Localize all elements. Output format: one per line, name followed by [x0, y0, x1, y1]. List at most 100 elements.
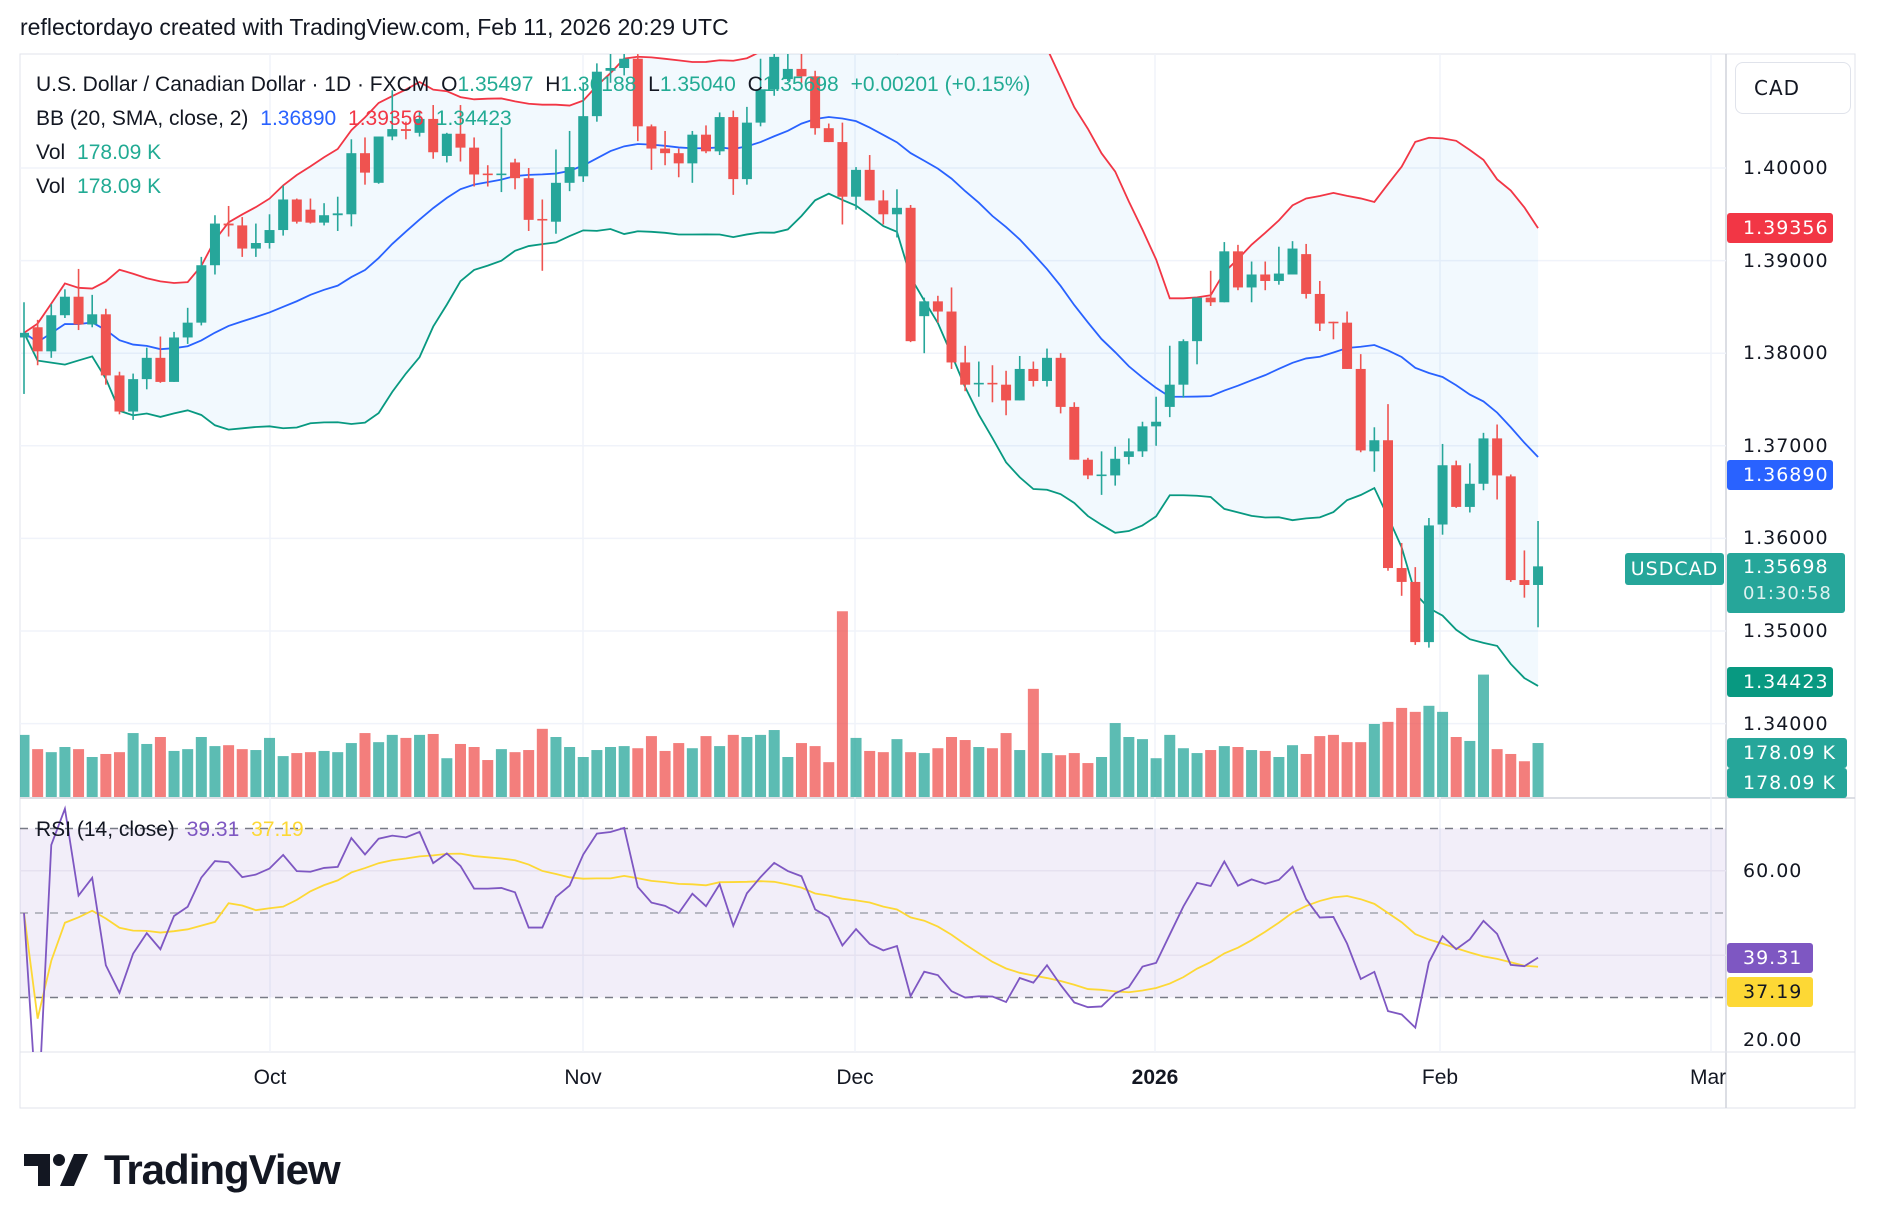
volume-bar — [1123, 737, 1135, 797]
price-tick-label: 1.39000 — [1743, 249, 1829, 272]
candle-body — [441, 133, 452, 156]
volume-bar — [973, 747, 985, 797]
candle-body — [660, 148, 671, 154]
legend-rsi-row[interactable]: RSI (14, close) 39.31 37.19 — [36, 818, 310, 842]
rsi-label[interactable]: RSI (14, close) — [36, 818, 175, 841]
candle-body — [619, 58, 630, 68]
candle-body — [87, 314, 98, 325]
volume-bar — [1218, 746, 1230, 797]
volume-bar — [345, 743, 357, 797]
candle-body — [960, 362, 971, 385]
candle-body — [128, 379, 139, 412]
volume-bar — [1259, 750, 1271, 797]
volume-bar — [932, 748, 944, 797]
volume-bar — [1109, 723, 1121, 797]
volume-bar — [168, 750, 180, 797]
currency-button[interactable]: CAD — [1735, 62, 1851, 114]
legend-vol-row[interactable]: Vol 178.09 K — [36, 141, 167, 165]
volume-bar — [277, 756, 289, 797]
volume-bar — [550, 737, 562, 797]
volume-bar — [536, 728, 548, 797]
volume-bar — [359, 733, 371, 797]
volume-bar — [332, 752, 344, 797]
volume-bar — [659, 750, 671, 797]
volume-bar — [1000, 733, 1012, 797]
candle-body — [1110, 458, 1121, 476]
volume-bar — [1532, 743, 1544, 797]
bb-basis-value: 1.36890 — [260, 107, 337, 130]
candle-body — [1464, 483, 1475, 507]
candle-body — [428, 118, 439, 153]
bb-fill — [24, 54, 1539, 686]
candle-body — [755, 89, 766, 123]
volume-bar — [1246, 750, 1258, 797]
volume-bar — [645, 736, 657, 797]
volume-bar — [959, 740, 971, 797]
candle-body — [1082, 459, 1093, 476]
candle-body — [141, 357, 152, 380]
candle-body — [469, 147, 480, 175]
volume-bar — [782, 757, 794, 797]
tradingview-logo[interactable]: TradingView — [24, 1146, 341, 1194]
price-tick-label: 1.34000 — [1743, 712, 1829, 735]
volume-bars — [20, 611, 1544, 797]
tradingview-logo-icon — [24, 1154, 88, 1186]
volume-bar — [1027, 688, 1039, 797]
price-tick-label: 1.36000 — [1743, 527, 1829, 550]
candle-body — [714, 117, 725, 152]
volume-badge: 178.09 K — [1727, 738, 1847, 768]
time-label-oct: Oct — [253, 1066, 287, 1089]
candle-body — [523, 178, 534, 220]
candle-body — [564, 167, 575, 183]
candle-body — [1355, 368, 1366, 451]
close-value: 1.35698 — [762, 73, 839, 96]
candle-body — [1519, 580, 1530, 585]
volume-bar — [905, 752, 917, 797]
volume-bar — [468, 747, 480, 797]
candle-body — [414, 118, 425, 133]
vol2-label[interactable]: Vol — [36, 175, 66, 198]
candle-body — [987, 382, 998, 385]
vol-value: 178.09 K — [77, 141, 162, 164]
vol-label[interactable]: Vol — [36, 141, 66, 164]
volume-bar — [577, 757, 589, 797]
volume-bar — [73, 749, 85, 797]
candle-body — [1205, 297, 1216, 303]
volume-bar — [1150, 758, 1162, 797]
volume-bar — [113, 752, 125, 797]
legend-symbol-row[interactable]: U.S. Dollar / Canadian Dollar · 1D · FXC… — [36, 73, 1036, 97]
candle-body — [1260, 274, 1271, 281]
candle-body — [250, 243, 261, 249]
volume-bar — [809, 746, 821, 797]
bb-upper-line — [23, 54, 1539, 334]
volume-bar — [1314, 736, 1326, 797]
bb-label[interactable]: BB (20, SMA, close, 2) — [36, 107, 249, 130]
symbol-tag-badge: USDCAD — [1625, 553, 1724, 585]
legend-vol2-row[interactable]: Vol 178.09 K — [36, 175, 167, 199]
candle-body — [155, 357, 166, 382]
candle-body — [537, 218, 548, 221]
candle-body — [1123, 451, 1134, 457]
legend-bb-row[interactable]: BB (20, SMA, close, 2) 1.36890 1.39356 1… — [36, 107, 518, 131]
rsi-tick-label: 60.00 — [1743, 859, 1803, 882]
candle-body — [851, 169, 862, 197]
volume-bar — [605, 747, 617, 797]
candle-body — [1478, 438, 1489, 484]
volume-bar — [727, 734, 739, 797]
candle-body — [291, 199, 302, 222]
volume-bar — [1096, 757, 1108, 797]
last-price-badge: 1.35698 01:30:58 — [1727, 553, 1845, 613]
symbol-description[interactable]: U.S. Dollar / Canadian Dollar · 1D · FXC… — [36, 73, 430, 96]
rsi-ma-badge: 37.19 — [1727, 977, 1813, 1007]
candle-body — [1342, 322, 1353, 369]
candle-body — [1219, 251, 1230, 303]
candle-body — [1287, 248, 1298, 275]
volume-bar — [591, 750, 603, 797]
candle-body — [1423, 525, 1434, 643]
volume-bar — [127, 733, 139, 797]
volume-bar — [400, 737, 412, 797]
volume-bar — [850, 737, 862, 797]
candle-body — [1273, 273, 1284, 281]
volume-bar — [1341, 742, 1353, 797]
